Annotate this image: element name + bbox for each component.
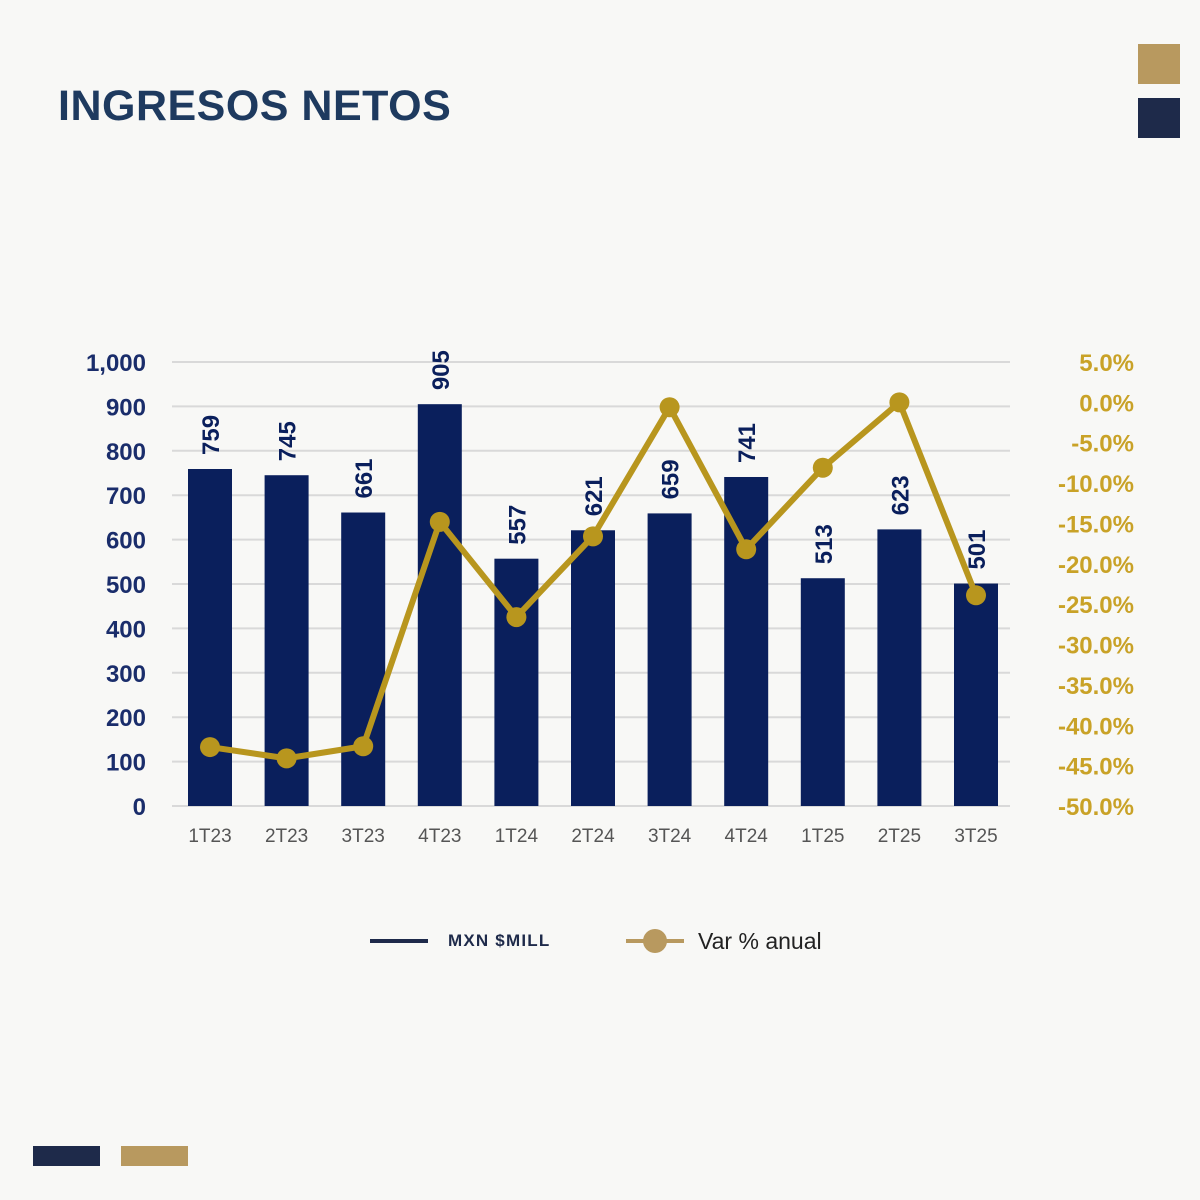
y-axis-tick-label: 700	[106, 483, 146, 510]
y2-axis-tick-label: -10.0%	[1058, 471, 1134, 498]
bar-data-label: 905	[428, 350, 455, 390]
legend-line-swatch	[626, 929, 684, 953]
bar	[417, 404, 462, 806]
y2-axis-tick-label: -45.0%	[1058, 754, 1134, 781]
bar-data-label: 513	[811, 524, 838, 564]
x-axis-tick-label: 4T23	[418, 826, 461, 847]
line-point	[889, 392, 910, 413]
line-point	[506, 607, 527, 628]
x-axis-tick-label: 1T23	[188, 826, 231, 847]
y-axis-tick-label: 300	[106, 661, 146, 688]
legend-line-label: Var % anual	[698, 927, 822, 954]
legend-item-bars: MXN $MILL	[370, 925, 550, 957]
y2-axis-tick-label: -50.0%	[1058, 794, 1134, 821]
line-point	[429, 511, 450, 532]
line-point	[812, 457, 833, 478]
bar-data-label: 623	[887, 475, 914, 515]
navy-square-decoration	[1138, 98, 1180, 138]
line-point	[659, 397, 680, 418]
y-axis-tick-label: 100	[106, 750, 146, 777]
line-point	[736, 539, 757, 560]
y2-axis-tick-label: -25.0%	[1058, 592, 1134, 619]
bar	[877, 529, 922, 806]
bar	[647, 513, 692, 806]
line-point	[200, 737, 220, 758]
y-axis-tick-label: 800	[106, 439, 146, 466]
bar-data-label: 501	[964, 530, 991, 570]
bar-data-label: 741	[734, 423, 761, 463]
gold-bar-decoration	[121, 1146, 188, 1166]
y2-axis-tick-label: -15.0%	[1058, 511, 1134, 538]
y2-axis-tick-label: -40.0%	[1058, 713, 1134, 740]
y2-axis-tick-label: -35.0%	[1058, 673, 1134, 700]
line-point	[583, 526, 603, 547]
x-axis-tick-label: 3T23	[342, 826, 385, 847]
bar-data-label: 557	[504, 505, 531, 545]
line-point	[966, 585, 986, 606]
line-point	[353, 736, 374, 757]
navy-bar-decoration	[33, 1146, 100, 1166]
y-axis-tick-label: 400	[106, 616, 146, 643]
y2-axis-tick-label: -5.0%	[1071, 431, 1134, 458]
bar	[341, 512, 386, 806]
x-axis-tick-label: 3T24	[648, 826, 692, 847]
y2-axis-tick-label: 5.0%	[1079, 350, 1134, 377]
legend-line-marker	[643, 929, 667, 953]
x-axis-tick-label: 3T25	[954, 826, 997, 847]
line-point	[276, 748, 297, 769]
y-axis-tick-label: 900	[106, 394, 146, 421]
y2-axis-tick-label: 0.0%	[1079, 390, 1134, 417]
y-axis-tick-label: 600	[106, 528, 146, 555]
legend-bar-swatch	[370, 939, 428, 943]
y-axis-tick-label: 0	[133, 794, 146, 821]
y-axis-tick-label: 200	[106, 705, 146, 732]
bar-data-label: 745	[275, 421, 302, 461]
y2-axis-tick-label: -30.0%	[1058, 633, 1134, 660]
bar-data-label: 621	[581, 476, 608, 516]
x-axis-tick-label: 2T23	[265, 826, 308, 847]
bar	[800, 578, 845, 806]
bar-data-label: 759	[198, 415, 225, 455]
y-axis-tick-label: 1,000	[86, 350, 146, 377]
x-axis-tick-label: 4T24	[725, 826, 769, 847]
y2-axis-tick-label: -20.0%	[1058, 552, 1134, 579]
chart-legend: MXN $MILL Var % anual	[0, 925, 1200, 957]
y-axis-tick-label: 500	[106, 572, 146, 599]
bar	[571, 530, 615, 806]
x-axis-tick-label: 2T25	[878, 826, 921, 847]
chart-title: INGRESOS NETOS	[58, 82, 452, 130]
x-axis-tick-label: 1T25	[801, 826, 844, 847]
bar-data-label: 661	[351, 458, 378, 498]
legend-bars-label: MXN $MILL	[448, 931, 551, 950]
x-axis-tick-label: 2T24	[571, 826, 615, 847]
legend-item-line: Var % anual	[626, 925, 822, 957]
bar	[954, 583, 998, 806]
x-axis-tick-label: 1T24	[495, 826, 539, 847]
gold-square-decoration	[1138, 44, 1180, 84]
bar-data-label: 659	[658, 459, 685, 499]
